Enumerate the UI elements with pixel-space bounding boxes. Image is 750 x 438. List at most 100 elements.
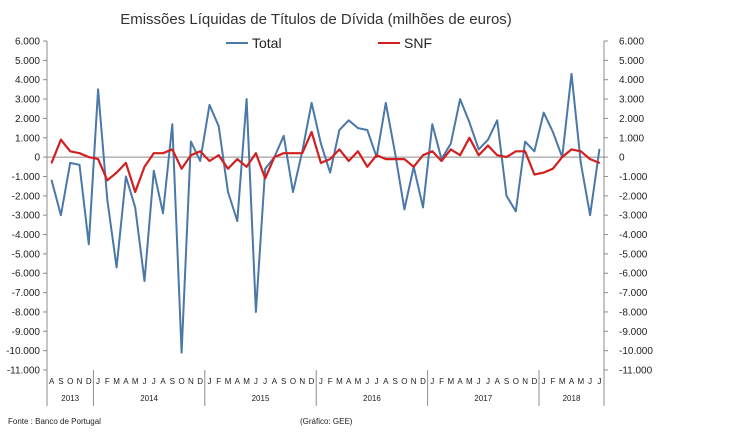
- data-point-total: [78, 164, 81, 166]
- x-tick-label-month: M: [225, 377, 232, 386]
- data-point-total: [394, 152, 396, 154]
- x-tick-label-month: N: [522, 377, 528, 386]
- x-tick-label-month: F: [105, 377, 110, 386]
- y-tick-label-right: -2.000: [619, 191, 648, 202]
- chart-title: Emissões Líquidas de Títulos de Dívida (…: [120, 11, 512, 28]
- x-tick-label-month: N: [77, 377, 83, 386]
- data-point-snf: [580, 150, 582, 153]
- data-point-snf: [162, 152, 164, 154]
- data-point-snf: [69, 150, 71, 153]
- x-tick-label-month: O: [67, 377, 73, 386]
- x-tick-label-month: S: [58, 377, 63, 386]
- y-tick-label-left: -5.000: [12, 249, 41, 260]
- data-point-snf: [88, 156, 90, 158]
- data-point-snf: [320, 162, 322, 164]
- data-point-total: [552, 131, 554, 133]
- data-point-snf: [459, 154, 461, 156]
- data-point-total: [236, 220, 239, 222]
- data-point-snf: [301, 152, 304, 154]
- data-point-snf: [570, 148, 573, 151]
- data-point-snf: [412, 166, 415, 168]
- data-point-total: [357, 127, 359, 129]
- data-point-total: [162, 212, 164, 214]
- y-tick-label-right: -4.000: [619, 230, 648, 241]
- data-point-total: [524, 140, 526, 143]
- data-point-snf: [431, 150, 434, 153]
- x-tick-label-month: M: [577, 377, 584, 386]
- data-point-snf: [385, 158, 387, 160]
- x-tick-label-month: A: [160, 377, 166, 386]
- x-tick-label-month: S: [170, 377, 175, 386]
- data-point-total: [459, 98, 461, 100]
- data-point-snf: [561, 156, 563, 158]
- data-point-total: [431, 123, 434, 125]
- data-point-snf: [524, 150, 526, 153]
- x-tick-label-year: 2013: [61, 394, 79, 403]
- data-point-total: [217, 125, 220, 127]
- y-tick-label-left: 2.000: [15, 114, 40, 125]
- data-point-snf: [347, 160, 350, 162]
- x-tick-label-year: 2017: [474, 394, 492, 403]
- x-tick-label-month: A: [346, 377, 352, 386]
- data-point-total: [505, 195, 508, 197]
- y-tick-label-right: -10.000: [619, 346, 653, 357]
- series-line-total: [50, 72, 601, 354]
- data-point-total: [542, 111, 545, 114]
- data-point-total: [60, 214, 62, 216]
- y-tick-label-right: -1.000: [619, 172, 648, 183]
- legend-label-snf: SNF: [404, 35, 432, 51]
- data-point-snf: [227, 167, 229, 170]
- x-tick-label-month: J: [96, 377, 100, 386]
- data-point-total: [143, 280, 146, 282]
- y-tick-label-left: 1.000: [15, 133, 40, 144]
- y-tick-label-left: -3.000: [12, 211, 41, 222]
- x-tick-label-month: J: [588, 377, 592, 386]
- data-point-snf: [153, 152, 155, 154]
- x-tick-label-month: F: [550, 377, 555, 386]
- data-point-snf: [515, 150, 517, 153]
- data-point-snf: [440, 160, 443, 162]
- x-tick-label-month: J: [430, 377, 434, 386]
- x-tick-label-month: J: [152, 377, 156, 386]
- data-point-snf: [487, 144, 489, 147]
- data-point-total: [580, 162, 582, 164]
- y-tick-label-left: -10.000: [6, 346, 40, 357]
- data-point-total: [338, 129, 341, 131]
- x-tick-label-year: 2018: [563, 394, 581, 403]
- data-point-snf: [134, 191, 136, 193]
- data-point-total: [190, 140, 192, 143]
- data-point-total: [477, 148, 480, 151]
- x-tick-label-month: J: [365, 377, 369, 386]
- data-point-total: [422, 206, 424, 209]
- data-point-total: [199, 160, 201, 162]
- data-point-total: [115, 266, 118, 269]
- data-point-snf: [264, 177, 267, 180]
- y-tick-label-right: 1.000: [619, 133, 644, 144]
- data-point-total: [227, 191, 229, 193]
- data-point-snf: [208, 160, 211, 162]
- x-tick-label-month: M: [355, 377, 362, 386]
- x-tick-label-month: O: [513, 377, 519, 386]
- x-tick-label-month: A: [272, 377, 278, 386]
- y-tick-label-right: -7.000: [619, 288, 648, 299]
- data-point-total: [385, 102, 387, 104]
- data-point-snf: [60, 138, 62, 141]
- credit-note: (Gráfico: GEE): [300, 417, 353, 426]
- data-point-snf: [236, 158, 239, 160]
- data-point-snf: [403, 158, 406, 160]
- x-tick-label-month: A: [49, 377, 55, 386]
- x-tick-label-year: 2015: [252, 394, 270, 403]
- x-tick-label-month: D: [197, 377, 203, 386]
- x-tick-label-month: A: [383, 377, 389, 386]
- y-tick-label-left: -11.000: [7, 366, 41, 377]
- y-tick-label-right: 6.000: [619, 37, 644, 48]
- data-point-total: [329, 171, 331, 174]
- data-point-snf: [496, 154, 499, 156]
- data-point-snf: [143, 166, 146, 168]
- data-point-snf: [598, 162, 601, 164]
- x-tick-label-month: M: [243, 377, 250, 386]
- data-point-snf: [199, 150, 201, 153]
- data-point-snf: [468, 137, 471, 139]
